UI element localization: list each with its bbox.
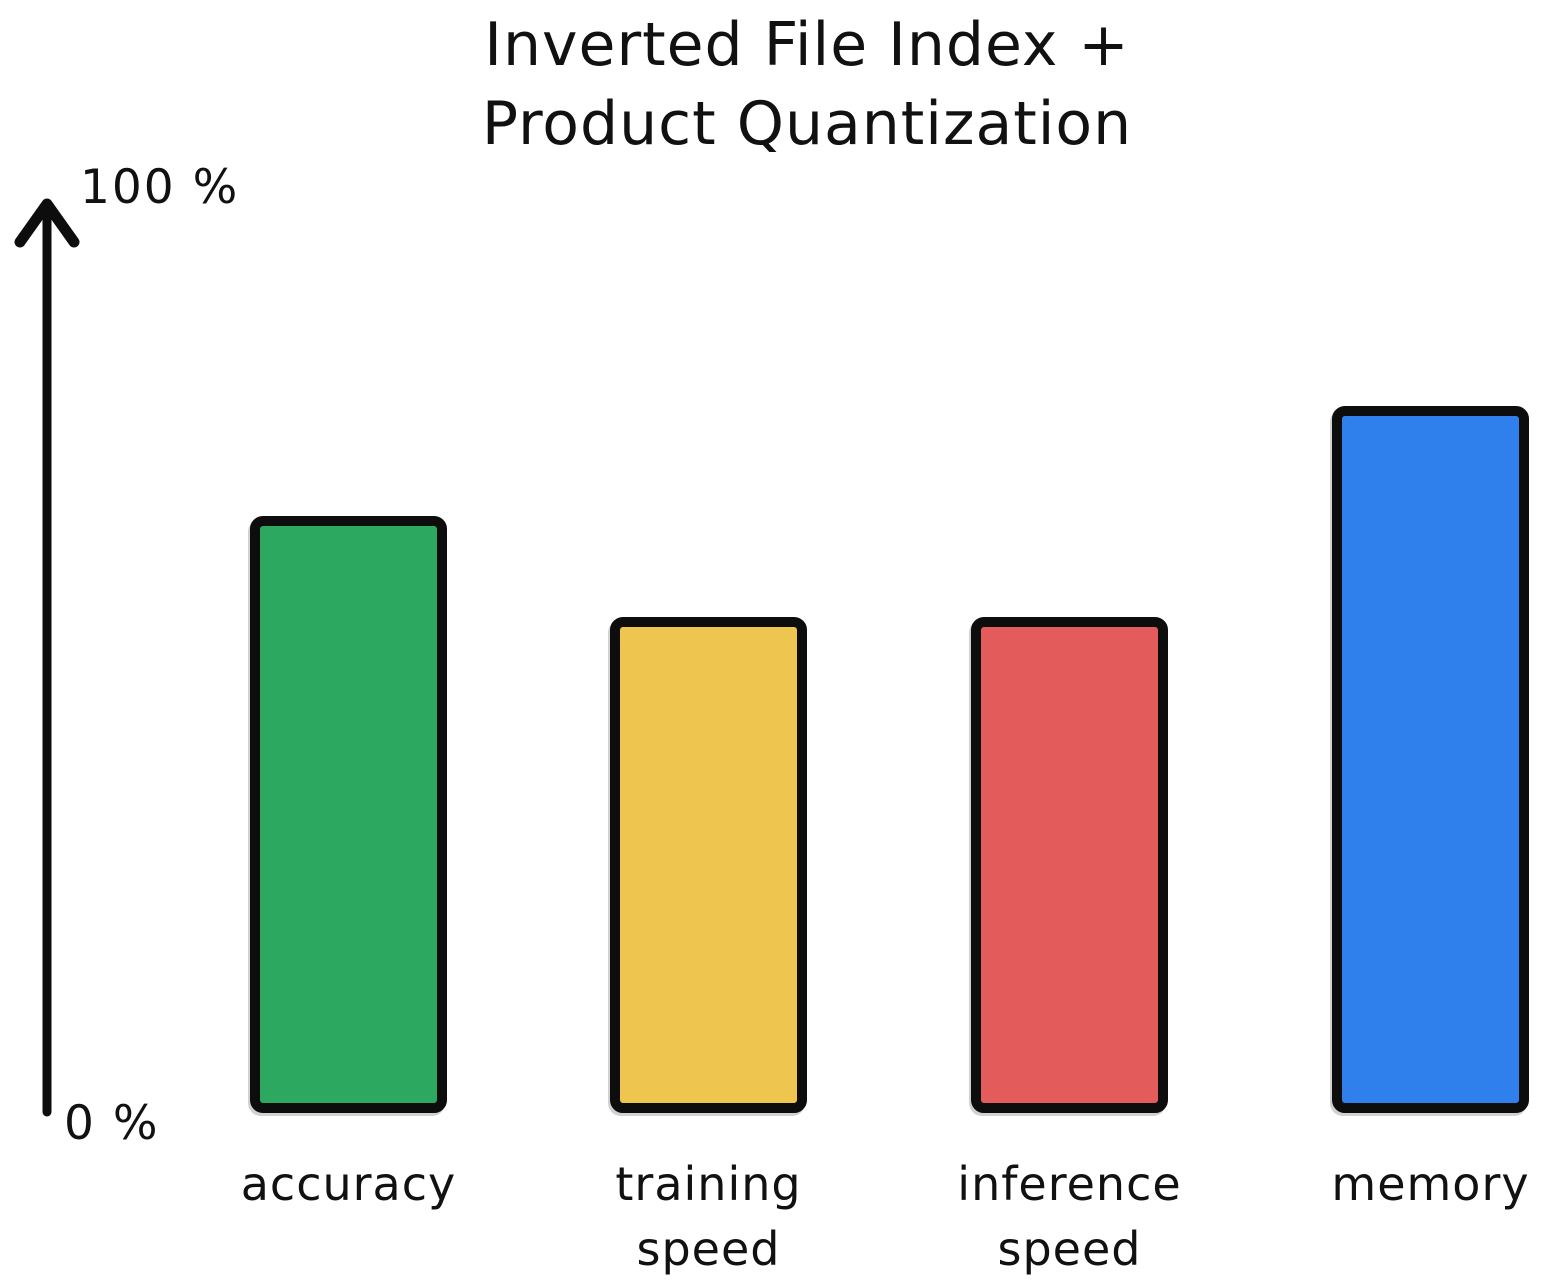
category-label-accuracy: accuracy — [240, 1157, 457, 1211]
chart-title: Inverted File Index + Product Quantizati… — [481, 10, 1133, 160]
category-label-training-speed: training speed — [615, 1157, 802, 1277]
category-label-inference-speed: inference speed — [957, 1157, 1182, 1277]
y-axis-label-100: 100 % — [80, 160, 240, 215]
bar-training-speed — [610, 617, 807, 1113]
bar-inference-speed — [971, 617, 1168, 1113]
y-axis-arrow — [14, 198, 80, 1117]
bar-accuracy — [250, 516, 447, 1113]
y-axis-label-0: 0 % — [64, 1096, 160, 1151]
bar-memory — [1332, 406, 1529, 1113]
category-label-memory: memory — [1331, 1157, 1530, 1211]
